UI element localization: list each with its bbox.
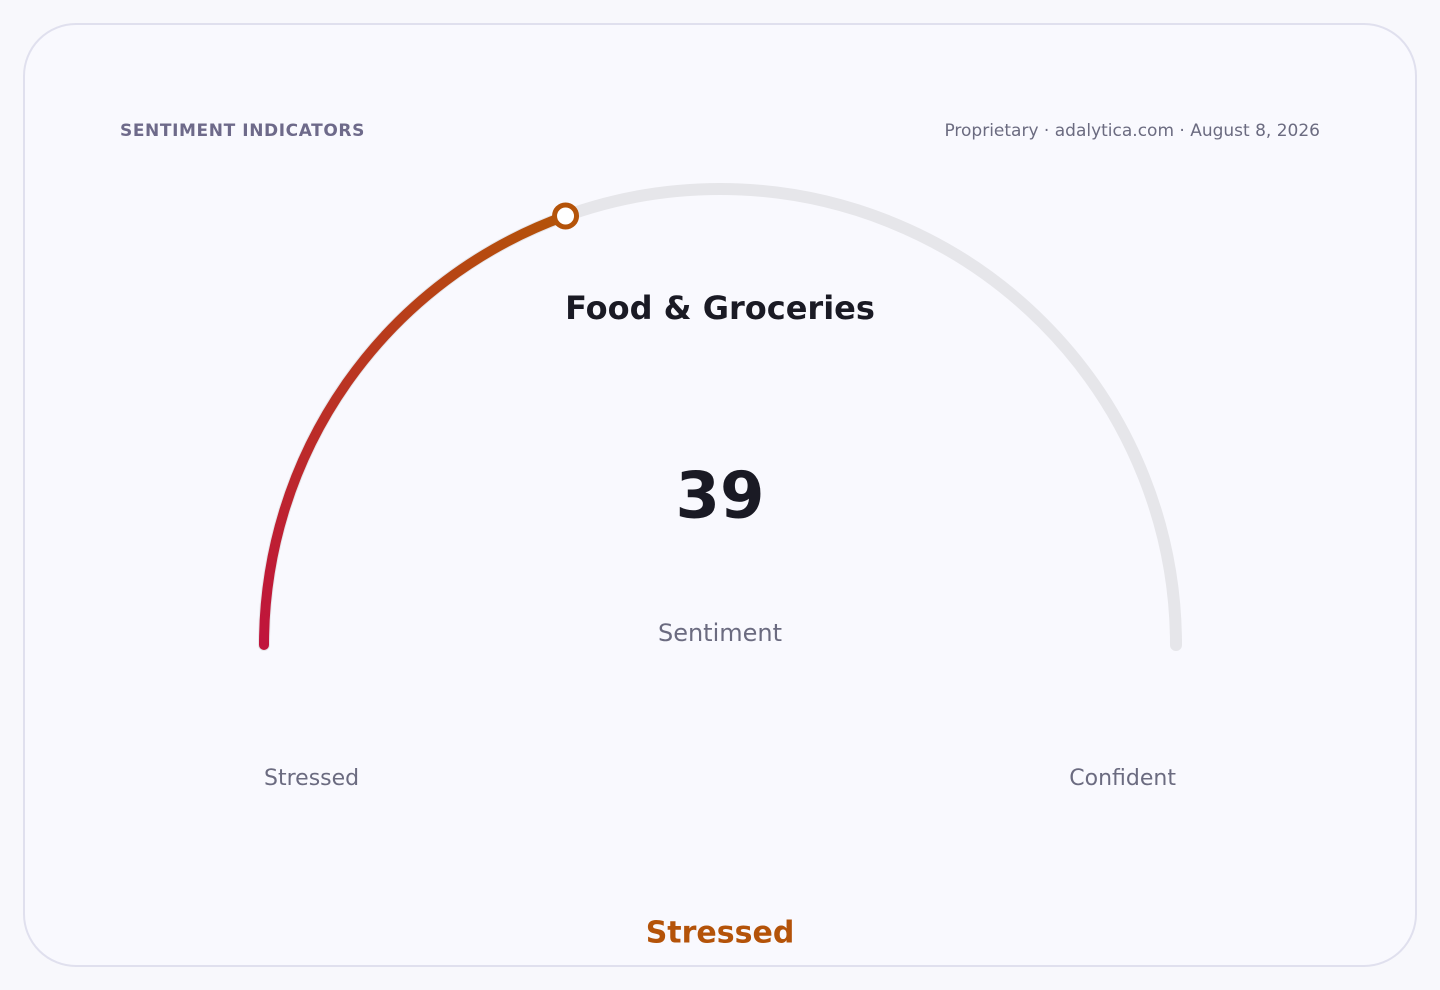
card (23, 23, 1417, 967)
gauge-marker (552, 202, 580, 230)
source: Proprietary · adalytica.com · August 8, … (944, 121, 1320, 141)
chart-title: Food & Groceries (565, 289, 875, 327)
status: Stressed (646, 916, 795, 951)
max-label: Confident (1069, 766, 1176, 791)
value: 39 (675, 460, 764, 534)
gauge-value-arc (259, 210, 571, 650)
header: SENTIMENT INDICATORS (120, 121, 365, 141)
value-caption: Sentiment (658, 619, 782, 647)
min-label: Stressed (264, 766, 359, 791)
